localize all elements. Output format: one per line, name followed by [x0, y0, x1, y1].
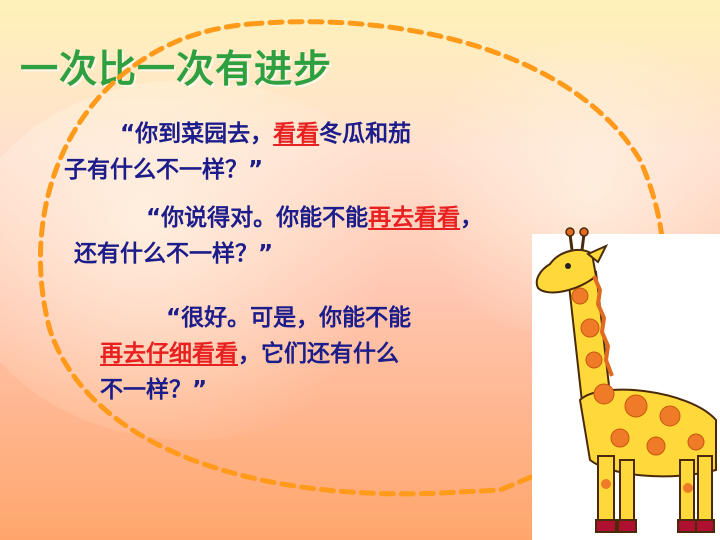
quote-2: “你说得对。你能不能再去看看， 还有什么不一样？”	[74, 200, 594, 272]
quote-3-line1: “很好。可是，你能不能	[166, 305, 412, 331]
quote-2-line1-before: “你说得对。你能不能	[146, 205, 369, 231]
quote-1-line2: 子有什么不一样？”	[64, 157, 264, 183]
giraffe-icon	[535, 227, 717, 533]
slide-title: 一次比一次有进步	[20, 47, 333, 91]
quote-1-line1-before: “你到菜园去，	[120, 121, 274, 147]
quote-3: “很好。可是，你能不能 再去仔细看看，它们还有什么 不一样？”	[100, 300, 520, 408]
quote-3-line3: 不一样？”	[100, 377, 208, 403]
quote-1-line1-after: 冬瓜和茄	[319, 121, 412, 147]
quote-2-line2: 还有什么不一样？”	[74, 241, 274, 267]
quote-3-highlight: 再去仔细看看	[100, 341, 238, 367]
quote-2-highlight: 再去看看	[368, 205, 461, 231]
quote-1: “你到菜园去，看看冬瓜和茄 子有什么不一样？”	[64, 116, 534, 188]
quote-3-line2-after: ，它们还有什么	[238, 341, 399, 367]
quote-1-highlight: 看看	[273, 121, 320, 147]
quote-2-line1-after: ，	[460, 205, 484, 231]
